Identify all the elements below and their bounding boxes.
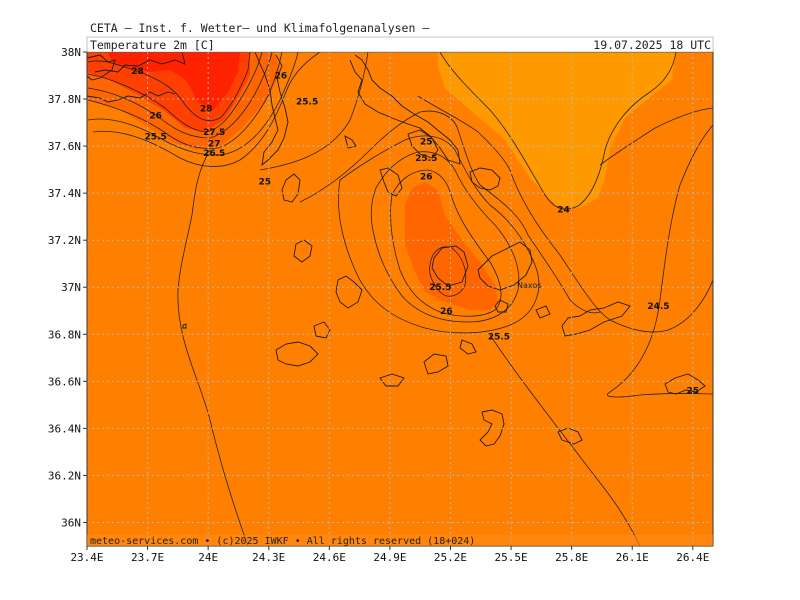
contour-label: 25 (687, 387, 700, 397)
lat-tick-label: 37.8N (48, 93, 81, 106)
lon-tick-label: 25.5E (495, 551, 528, 564)
contour-label: 25 (420, 137, 433, 147)
contour-label: 25.5 (488, 333, 510, 343)
temperature-area-28-nw (108, 52, 240, 110)
place-labels: Naxos (517, 281, 541, 290)
title-strip (86, 36, 714, 53)
lat-tick-label: 36.4N (48, 422, 81, 435)
lat-tick-label: 38N (61, 46, 81, 59)
lat-tick-label: 37.4N (48, 187, 81, 200)
latitude-axis: 38N 37.8N 37.6N 37.4N 37.2N 37N 36.8N 36.6N 36.4… (48, 46, 87, 529)
lon-tick-label: 23.4E (70, 551, 103, 564)
contour-label: 26 (420, 173, 433, 183)
place-label: Naxos (517, 281, 541, 290)
contour-label: 25.5 (296, 97, 318, 107)
contour-label: 26.5 (203, 149, 225, 159)
lon-tick-label: 26.4E (676, 551, 709, 564)
lon-tick-label: 25.2E (434, 551, 467, 564)
lat-tick-label: 37.2N (48, 234, 81, 247)
lat-tick-label: 37N (61, 281, 81, 294)
contour-label: 28 (200, 104, 213, 114)
lon-tick-label: 24.3E (252, 551, 285, 564)
lat-tick-label: 36.8N (48, 328, 81, 341)
temperature-area-26-core (405, 182, 498, 310)
lat-tick-label: 36N (61, 516, 81, 529)
lat-tick-label: 36.2N (48, 469, 81, 482)
contour-label: 28 (131, 67, 144, 77)
lat-tick-label: 36.6N (48, 375, 81, 388)
contour-label: 25.5 (145, 133, 167, 143)
lon-tick-label: 24.6E (313, 551, 346, 564)
credit-text: meteo-services.com • (c)2025 IWKF • All … (90, 536, 475, 547)
credit-strip (87, 535, 713, 546)
lon-tick-label: 23.7E (131, 551, 164, 564)
lon-tick-label: 25.8E (555, 551, 588, 564)
graticule (87, 52, 713, 546)
contour-label: 25 (258, 177, 271, 187)
contour-label: 26 (275, 72, 288, 82)
contour-label: 26 (440, 307, 453, 317)
contour-label: 26 (149, 112, 162, 122)
valid-datetime: 19.07.2025 18 UTC (593, 38, 711, 52)
lon-tick-label: 24.9E (373, 551, 406, 564)
lon-tick-label: 26.1E (616, 551, 649, 564)
contour-label: 24 (557, 206, 570, 216)
temperature-area-24 (438, 52, 675, 208)
contour-label: 24.5 (647, 302, 669, 312)
contour-label: 27.5 (203, 128, 225, 138)
lat-tick-label: 37.6N (48, 140, 81, 153)
coastlines (87, 52, 706, 447)
isotherm-lines (87, 52, 713, 546)
provider-title: CETA — Inst. f. Wetter— und Klimafolgena… (90, 21, 430, 35)
parameter-title: Temperature 2m [C] (90, 38, 215, 52)
contour-label: 25.5 (415, 154, 437, 164)
contour-label: 25.5 (429, 283, 451, 293)
contour-label: 27 (208, 140, 221, 150)
lon-tick-label: 24E (198, 551, 218, 564)
longitude-axis: 23.4E 23.7E 24E 24.3E 24.6E 24.9E 25.2E 25.5E 25… (70, 546, 709, 564)
